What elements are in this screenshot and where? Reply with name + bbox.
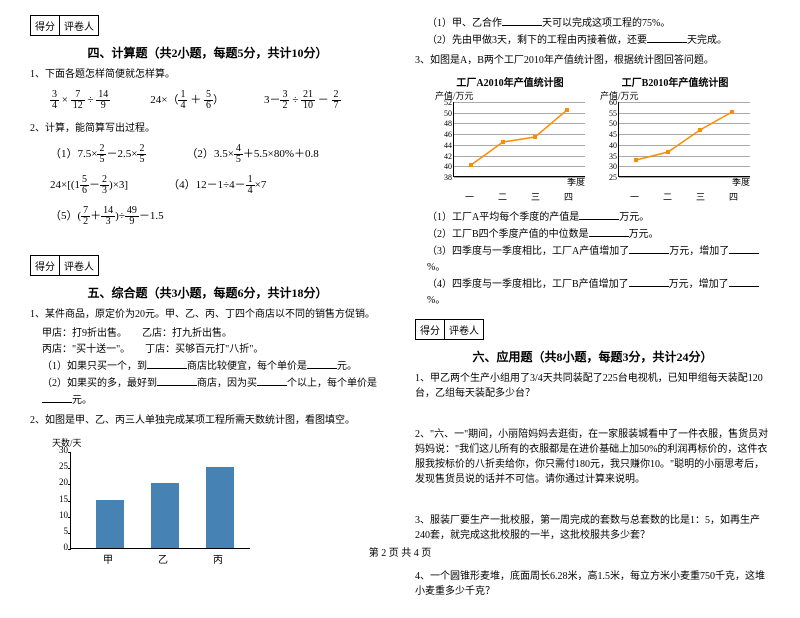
q5-1: 1、某件商品，原定价为20元。甲、乙、丙、丁四个商店以不同的销售方促销。 <box>30 307 385 322</box>
sub4: （4）12－1÷4－14×7 <box>168 175 266 196</box>
formula-b: 24×（14 ＋ 56） <box>150 90 224 111</box>
reviewer-label: 评卷人 <box>60 16 98 35</box>
left-column: 得分 评卷人 四、计算题（共2小题，每题5分，共计10分） 1、下面各题怎样简便… <box>30 15 385 603</box>
q6-1: 1、甲乙两个生产小组用了3/4天共同装配了225台电视机，已知甲组每天装配120… <box>415 371 770 401</box>
rt-q3: 3、如图是A，B两个工厂2010年产值统计图，根据统计图回答问题。 <box>415 53 770 68</box>
line-chart-a: 工厂A2010年产值统计图 产值/万元 5250484644424038 季度 … <box>435 74 585 203</box>
formula-a: 34 × 712 ÷ 149 <box>50 90 110 111</box>
cq-b: （2）工厂B四个季度产值的中位数是万元。 <box>427 226 770 243</box>
section6-title: 六、应用题（共8小题，每题3分，共计24分） <box>415 348 770 365</box>
right-column: （1）甲、乙合作天可以完成这项工程的75%。 （2）先由甲做3天，剩下的工程由丙… <box>415 15 770 603</box>
sub5: （5）(72＋143)÷499－1.5 <box>50 206 164 227</box>
formula-row-3: 24×[(156－23)×3] （4）12－1÷4－14×7 <box>50 175 385 196</box>
cq-c: （3）四季度与一季度相比，工厂A产值增加了万元，增加了%。 <box>427 243 770 276</box>
sub3: 24×[(156－23)×3] <box>50 175 128 196</box>
q5-1b: 丙店："买十送一"。 丁店：买够百元打"八折"。 <box>42 342 385 358</box>
rt-b: （2）先由甲做3天，剩下的工程由丙接着做，还要天完成。 <box>427 32 770 49</box>
line-charts: 工厂A2010年产值统计图 产值/万元 5250484644424038 季度 … <box>415 74 770 203</box>
sub2: （2）3.5×45＋5.5×80%＋0.8 <box>186 144 318 165</box>
formula-row-2: （1）7.5×25－2.5×25 （2）3.5×45＋5.5×80%＋0.8 <box>50 144 385 165</box>
q4-1: 1、下面各题怎样简便就怎样算。 <box>30 67 385 82</box>
cq-a: （1）工厂A平均每个季度的产值是万元。 <box>427 209 770 226</box>
q6-4: 4、一个圆锥形麦堆，底面周长6.28米，高1.5米，每立方米小麦重750千克，这… <box>415 569 770 599</box>
q6-3: 3、服装厂要生产一批校服，第一周完成的套数与总套数的比是1：5，如再生产240套… <box>415 513 770 543</box>
score-box-6: 得分 评卷人 <box>415 319 484 340</box>
score-box: 得分 评卷人 <box>30 15 99 36</box>
q5-1d: （2）如果买的多，最好到商店，因为买个以上，每个单价是元。 <box>42 375 385 409</box>
section4-title: 四、计算题（共2小题，每题5分，共计10分） <box>30 44 385 61</box>
page-footer: 第 2 页 共 4 页 <box>0 544 800 559</box>
formula-row-4: （5）(72＋143)÷499－1.5 <box>50 206 385 227</box>
q4-2: 2、计算，能简算写出过程。 <box>30 121 385 136</box>
sub1: （1）7.5×25－2.5×25 <box>50 144 146 165</box>
formula-row-1: 34 × 712 ÷ 149 24×（14 ＋ 56） 3－32 ÷ 2110 … <box>50 90 385 111</box>
section5-title: 五、综合题（共3小题，每题6分，共计18分） <box>30 284 385 301</box>
q5-1c: （1）如果只买一个，到商店比较便宜，每个单价是元。 <box>42 358 385 375</box>
line-chart-b: 工厂B2010年产值统计图 产值/万元 6055504540353025 季度 … <box>600 74 750 203</box>
q5-2: 2、如图是甲、乙、丙三人单独完成某项工程所需天数统计图，看图填空。 <box>30 413 385 428</box>
rt-a: （1）甲、乙合作天可以完成这项工程的75%。 <box>427 15 770 32</box>
cq-d: （4）四季度与一季度相比，工厂B产值增加了万元，增加了%。 <box>427 276 770 309</box>
q5-1a: 甲店：打9折出售。 乙店：打九折出售。 <box>42 326 385 342</box>
bar-y-title: 天数/天 <box>52 436 385 449</box>
score-box-5: 得分 评卷人 <box>30 255 99 276</box>
score-label: 得分 <box>31 16 60 35</box>
formula-c: 3－32 ÷ 2110 － 27 <box>264 90 341 111</box>
q6-2: 2、"六、一"期间，小丽陪妈妈去逛街，在一家服装城看中了一件衣服，售货员对妈妈说… <box>415 427 770 487</box>
